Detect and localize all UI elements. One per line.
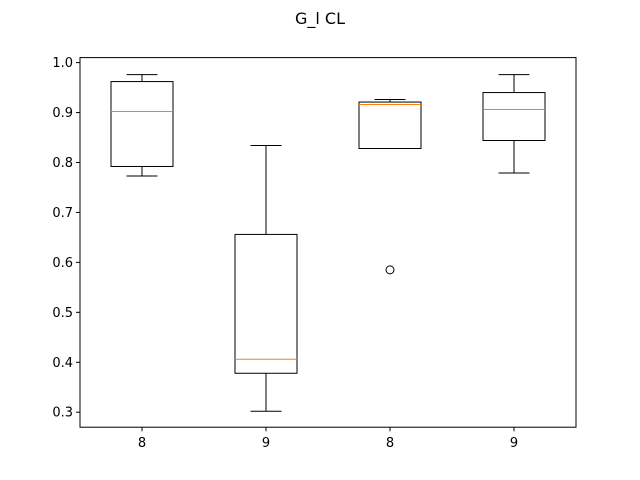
box-2 [234,145,298,412]
x-tick-label: 8 [386,436,394,451]
y-tick-label: 0.6 [52,256,73,271]
y-tick-label: 0.7 [52,206,73,221]
x-tick-label: 9 [510,436,518,451]
box-iqr [110,81,174,167]
x-tick-label: 8 [138,436,146,451]
x-axis: 8 9 8 9 [138,427,518,451]
y-tick-label: 0.8 [52,156,73,171]
y-tick-label: 0.4 [52,356,73,371]
box-iqr [482,92,546,142]
box-1 [110,74,174,177]
box-iqr [234,233,298,374]
boxes [110,74,546,412]
box-4 [482,74,546,174]
x-tick-label: 9 [262,436,270,451]
outlier-point [385,265,395,275]
y-axis: 0.3 0.4 0.5 0.6 0.7 0.8 0.9 1.0 [52,56,80,421]
y-tick-label: 0.9 [52,106,73,121]
box-iqr [358,101,422,150]
y-tick-label: 1.0 [52,56,73,71]
box-3 [358,99,422,275]
plot-area-frame [79,57,577,428]
y-tick-label: 0.3 [52,406,73,421]
chart-title: G_l CL [295,9,345,29]
y-tick-label: 0.5 [52,306,73,321]
